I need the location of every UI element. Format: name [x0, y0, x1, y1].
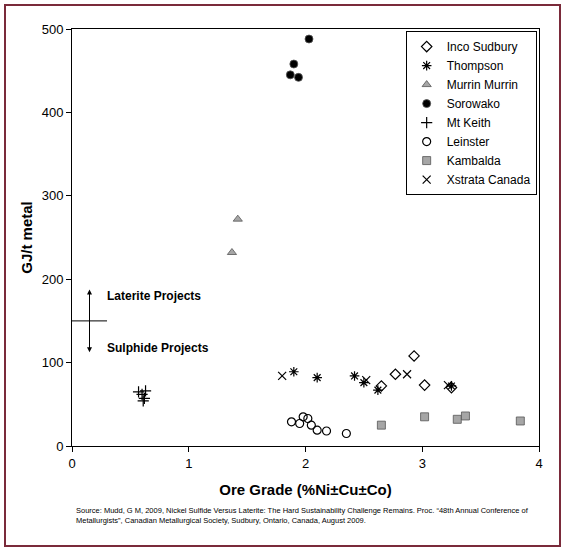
svg-text:200: 200: [42, 272, 64, 287]
svg-text:4: 4: [535, 456, 542, 471]
svg-text:1: 1: [185, 456, 192, 471]
svg-text:500: 500: [42, 22, 64, 37]
svg-text:2: 2: [302, 456, 309, 471]
svg-text:3: 3: [419, 456, 426, 471]
svg-text:100: 100: [42, 355, 64, 370]
svg-text:Xstrata Canada: Xstrata Canada: [447, 173, 531, 187]
svg-text:Mt Keith: Mt Keith: [447, 116, 491, 130]
svg-text:Murrin Murrin: Murrin Murrin: [447, 78, 518, 92]
svg-text:Sulphide Projects: Sulphide Projects: [107, 341, 209, 355]
svg-text:Ore Grade (%Ni±Cu±Co): Ore Grade (%Ni±Cu±Co): [219, 481, 391, 498]
svg-text:400: 400: [42, 105, 64, 120]
svg-text:Sorowako: Sorowako: [447, 97, 501, 111]
svg-text:GJ/t metal: GJ/t metal: [18, 201, 35, 274]
svg-text:0: 0: [56, 439, 63, 454]
svg-text:Thompson: Thompson: [447, 59, 504, 73]
svg-text:300: 300: [42, 188, 64, 203]
svg-text:Inco Sudbury: Inco Sudbury: [447, 40, 518, 54]
html-text:Source: Mudd, G M, 2009, Nicke: Source: Mudd, G M, 2009, Nickel Sulfide …: [76, 506, 528, 526]
svg-text:Laterite Projects: Laterite Projects: [107, 289, 201, 303]
svg-text:Kambalda: Kambalda: [447, 154, 501, 168]
svg-text:0: 0: [68, 456, 75, 471]
svg-text:Leinster: Leinster: [447, 135, 490, 149]
